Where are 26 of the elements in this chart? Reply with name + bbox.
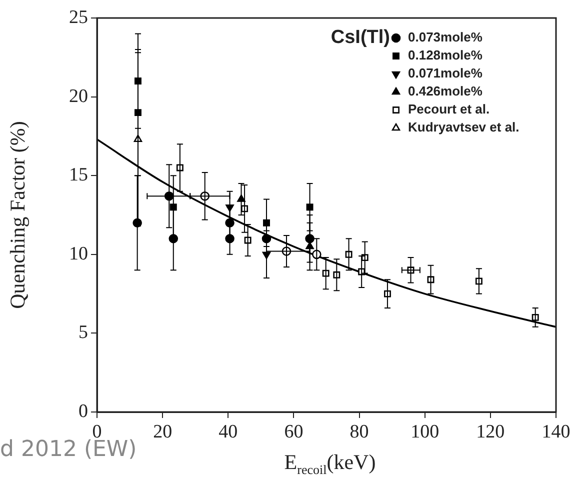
legend-label: 0.426mole% (408, 84, 483, 99)
point (134, 109, 142, 116)
y-axis-title: Quenching Factor (%) (6, 121, 30, 309)
y-tick-label: 15 (69, 164, 88, 186)
x-tick-label: 20 (153, 421, 172, 442)
x-tick-label: 140 (542, 421, 570, 442)
x-tick-label: 80 (350, 421, 369, 442)
legend-label: Kudryavtsev et al. (408, 120, 520, 135)
legend-label: Pecourt et al. (408, 102, 490, 117)
x-tick-label: 60 (284, 421, 304, 442)
x-axis-title: E$_{recoil}$(keV) (284, 450, 376, 478)
y-tick-label: 25 (69, 6, 88, 28)
legend-label: 0.073mole% (408, 30, 483, 45)
x-tick-label: 100 (410, 421, 440, 442)
y-tick-label: 10 (69, 243, 88, 264)
legend-label: 0.128mole% (408, 48, 483, 63)
y-tick-label: 5 (78, 322, 88, 344)
y-tick-label: 0 (78, 400, 88, 422)
x-tick-label: 120 (476, 421, 505, 442)
y-tick-label: 20 (69, 86, 88, 107)
legend-label: 0.071mole% (408, 66, 483, 81)
x-tick-label: 40 (218, 421, 238, 442)
legend-title: CsI(Tl) (330, 27, 390, 48)
text: d 2012 (EW) (0, 437, 137, 462)
point (306, 204, 314, 211)
point (134, 78, 142, 85)
